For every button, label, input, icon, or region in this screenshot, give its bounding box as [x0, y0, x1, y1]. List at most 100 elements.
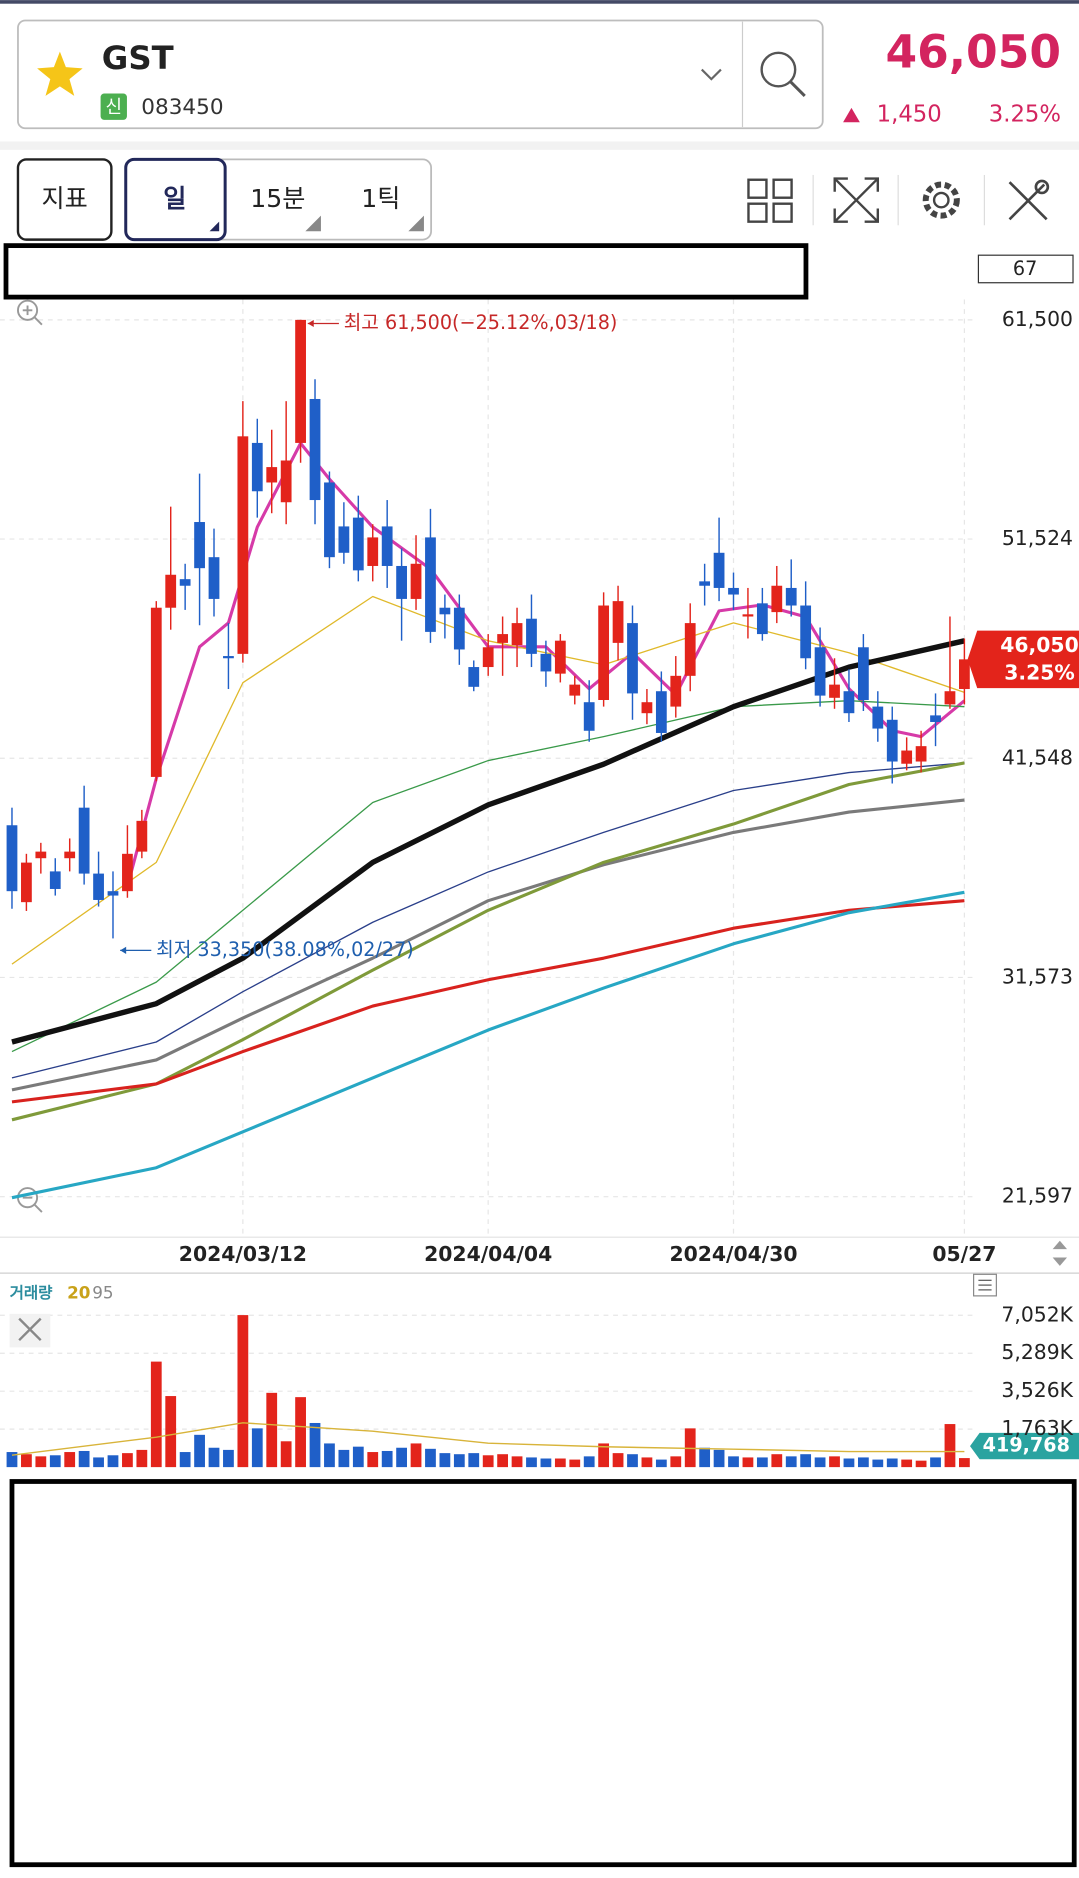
candle-body — [612, 601, 624, 643]
candle-body — [223, 656, 234, 659]
candle-body — [107, 891, 119, 896]
y-tick-label: 7,052K — [1001, 1302, 1073, 1326]
candle-body — [756, 603, 768, 635]
volume-bar — [410, 1443, 422, 1468]
volume-bar — [800, 1454, 812, 1468]
y-tick-label: 21,597 — [1002, 1184, 1073, 1208]
candle-body — [641, 702, 653, 714]
candle-body — [526, 618, 537, 654]
candle-body — [814, 647, 826, 696]
candle-body — [684, 623, 696, 676]
volume-bar — [569, 1459, 581, 1468]
volume-bar — [742, 1457, 754, 1468]
volume-bar — [814, 1457, 826, 1468]
price-change: 1,450 — [877, 102, 942, 128]
tools-icon[interactable] — [1008, 179, 1050, 221]
volume-bar — [540, 1458, 552, 1468]
volume-bar — [194, 1434, 205, 1468]
candle-body — [367, 537, 379, 566]
indicator-label: 지표 — [42, 184, 88, 213]
change-rate: 3.25% — [989, 102, 1061, 128]
redaction-box — [9, 1479, 1077, 1868]
favorite-star[interactable] — [37, 51, 83, 96]
volume-bar — [497, 1454, 509, 1468]
candle-body — [843, 691, 855, 714]
candle-body — [482, 647, 494, 668]
volume-bar — [179, 1452, 191, 1468]
zoom-in-icon[interactable] — [17, 299, 43, 326]
dropdown-icon[interactable] — [701, 68, 722, 81]
search-icon-handle — [789, 80, 806, 97]
volume-bar — [93, 1457, 104, 1468]
volume-bar — [915, 1460, 927, 1468]
candle-body — [713, 552, 725, 588]
search-icon[interactable] — [760, 51, 797, 88]
volume-bar — [655, 1459, 667, 1468]
settings-icon[interactable] — [922, 181, 960, 219]
candle-body — [857, 647, 869, 701]
volume-bar — [352, 1446, 364, 1468]
volume-bar — [872, 1459, 884, 1468]
candle-body — [655, 691, 667, 733]
search-box[interactable] — [17, 19, 824, 130]
volume-bar — [439, 1453, 451, 1468]
volume-bar — [930, 1457, 941, 1468]
volume-bar — [771, 1454, 783, 1468]
volume-bar — [785, 1456, 797, 1468]
candle-body — [208, 557, 220, 599]
candle-body — [324, 482, 335, 558]
indicator-button[interactable] — [16, 158, 113, 241]
volume-bar — [554, 1458, 566, 1468]
candle-body — [439, 607, 451, 615]
volume-bar — [944, 1424, 956, 1468]
candle-body — [901, 750, 913, 764]
stock-code: 083450 — [141, 95, 223, 120]
volume-bar — [367, 1452, 379, 1468]
candle-body — [554, 640, 566, 674]
candle-body — [511, 623, 523, 646]
y-tick-label: 61,500 — [1002, 307, 1073, 331]
market-badge: 신 — [106, 97, 123, 118]
moving-average — [11, 798, 965, 1092]
tick-label[interactable]: 1틱 — [361, 184, 400, 213]
moving-average — [11, 761, 965, 1122]
volume-bar — [107, 1455, 119, 1468]
x-tick-label: 2024/04/30 — [669, 1242, 797, 1266]
volume-legend: 20 — [67, 1282, 90, 1302]
candle-body — [742, 614, 754, 617]
visible-count: 67 — [1013, 257, 1037, 280]
volume-bar — [64, 1452, 76, 1468]
candle-body — [49, 871, 61, 889]
minute-label[interactable]: 15분 — [250, 184, 305, 213]
daily-button[interactable] — [124, 157, 227, 242]
volume-bar — [453, 1454, 465, 1468]
scroll-icon[interactable] — [1052, 1240, 1068, 1266]
candle-body — [598, 605, 610, 701]
annotation-arrowhead — [120, 946, 127, 954]
volume-bar — [425, 1448, 436, 1468]
market-badge-bg — [100, 93, 127, 120]
candle-body — [497, 634, 509, 643]
candle-body — [78, 807, 90, 874]
volume-bar — [136, 1449, 148, 1468]
expand-icon[interactable] — [833, 177, 880, 223]
x-tick-label: 2024/04/04 — [424, 1242, 552, 1266]
layout-icon[interactable] — [747, 178, 793, 223]
candle-body — [468, 667, 480, 687]
candle-body — [280, 460, 292, 503]
candle-body — [381, 526, 393, 566]
volume-bar — [583, 1456, 595, 1468]
volume-tag-label: 419,768 — [983, 1434, 1070, 1457]
moving-average — [11, 899, 965, 1104]
x-tick-label: 05/27 — [932, 1242, 996, 1266]
volume-tag — [970, 1432, 1079, 1460]
candle-body — [6, 825, 18, 892]
volume-bar — [223, 1449, 234, 1468]
volume-bar — [6, 1452, 18, 1468]
volume-bar — [728, 1456, 739, 1468]
close-icon[interactable] — [18, 1317, 42, 1342]
volume-bar — [627, 1454, 638, 1468]
candle-body — [944, 691, 956, 705]
